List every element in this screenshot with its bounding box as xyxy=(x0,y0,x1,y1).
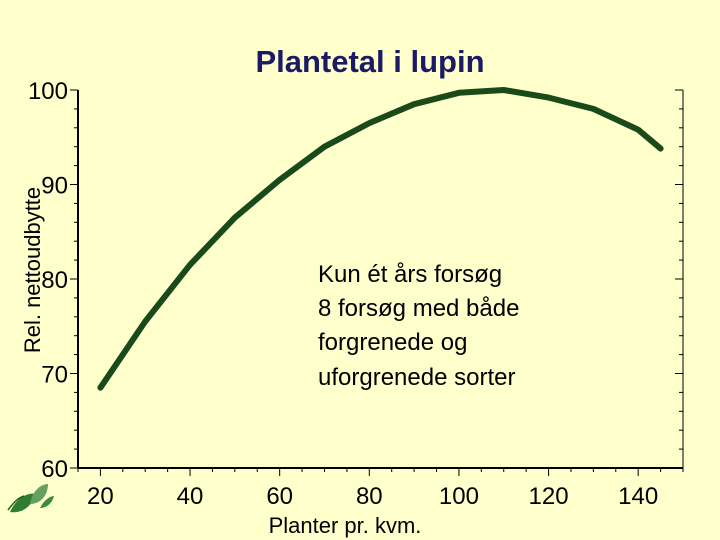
x-tick-label: 120 xyxy=(529,483,569,510)
x-tick-label: 60 xyxy=(266,483,293,510)
axes xyxy=(70,89,684,476)
annotation-line-3: forgrenede og xyxy=(318,329,467,356)
y-axis-label: Rel. nettoudbytte xyxy=(20,187,45,353)
plot-area xyxy=(97,87,664,391)
annotation: Kun ét års forsøg 8 forsøg med både forg… xyxy=(318,261,519,391)
x-tick-label: 40 xyxy=(177,483,204,510)
x-axis-label: Planter pr. kvm. xyxy=(269,513,422,538)
chart-title: Plantetal i lupin xyxy=(255,44,484,79)
x-tick-label: 100 xyxy=(439,483,479,510)
x-tick-label: 80 xyxy=(356,483,383,510)
x-tick-label: 140 xyxy=(618,483,658,510)
y-tick-label: 100 xyxy=(28,78,68,105)
series-line xyxy=(97,87,664,391)
leaf-logo-icon xyxy=(7,484,54,513)
y-tick-label: 70 xyxy=(41,362,68,389)
annotation-line-4: uforgrenede sorter xyxy=(318,364,515,391)
annotation-line-2: 8 forsøg med både xyxy=(318,295,519,322)
annotation-line-1: Kun ét års forsøg xyxy=(318,261,502,288)
y-tick-label: 90 xyxy=(41,173,68,200)
y-tick-label: 80 xyxy=(41,267,68,294)
x-tick-label: 20 xyxy=(87,483,114,510)
tick-labels: 60 70 80 90 100 20 40 60 80 100 120 140 xyxy=(28,78,658,510)
y-tick-label: 60 xyxy=(41,456,68,483)
